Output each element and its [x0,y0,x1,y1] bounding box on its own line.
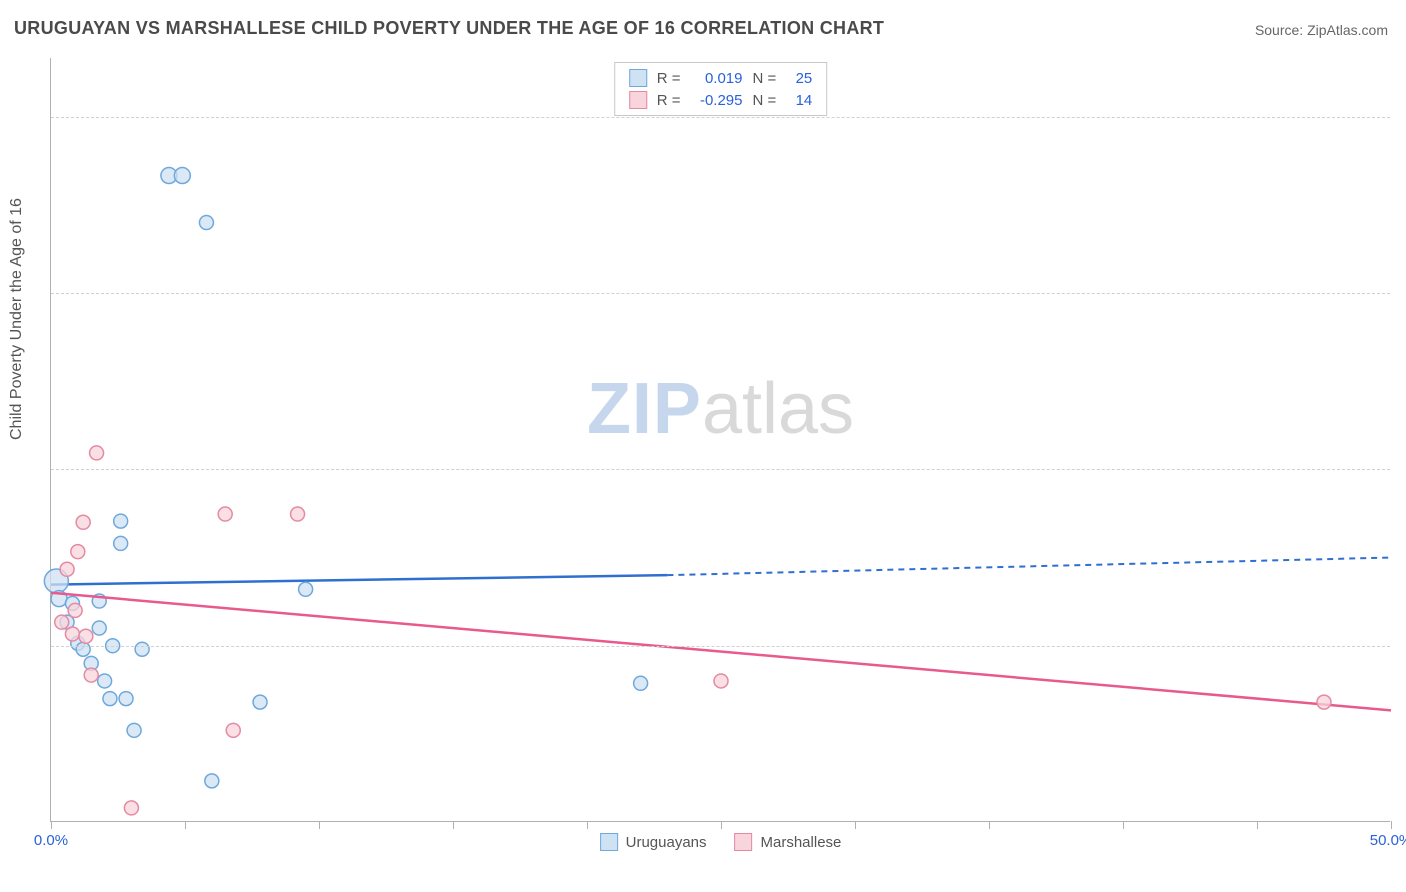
correlation-chart: URUGUAYAN VS MARSHALLESE CHILD POVERTY U… [0,0,1406,892]
data-point-uruguayans [92,621,106,635]
x-tick [319,821,320,829]
legend-top-row-1: R = 0.019 N = 25 [615,67,827,89]
legend-bottom-item-1: Uruguayans [600,833,707,851]
legend-r-val-2: -0.295 [691,92,743,109]
data-point-uruguayans [76,642,90,656]
legend-swatch-marshallese-b [735,833,753,851]
legend-top-row-2: R = -0.295 N = 14 [615,89,827,111]
data-point-uruguayans [253,695,267,709]
data-point-uruguayans [634,676,648,690]
y-tick-label: 60.0% [1396,108,1406,125]
data-point-marshallese [79,629,93,643]
data-point-uruguayans [114,514,128,528]
trend-line-ext-uruguayans [667,558,1391,576]
chart-title: URUGUAYAN VS MARSHALLESE CHILD POVERTY U… [14,18,884,39]
legend-bottom-item-2: Marshallese [735,833,842,851]
legend-n-val-2: 14 [786,92,812,109]
x-tick [721,821,722,829]
data-point-marshallese [226,723,240,737]
legend-r-label: R = [657,70,681,87]
data-point-marshallese [124,801,138,815]
legend-bottom-label-2: Marshallese [761,834,842,851]
x-tick [855,821,856,829]
y-tick-label: 15.0% [1396,637,1406,654]
data-point-marshallese [291,507,305,521]
legend-swatch-uruguayans-b [600,833,618,851]
data-point-marshallese [218,507,232,521]
x-tick [1257,821,1258,829]
legend-top: R = 0.019 N = 25 R = -0.295 N = 14 [614,62,828,116]
data-point-uruguayans [103,692,117,706]
x-tick [587,821,588,829]
data-point-marshallese [65,627,79,641]
data-point-uruguayans [299,582,313,596]
legend-n-label: N = [753,92,777,109]
y-tick-label: 30.0% [1396,461,1406,478]
legend-r-label: R = [657,92,681,109]
plot-area: ZIPatlas R = 0.019 N = 25 R = -0.295 N =… [50,58,1390,822]
x-tick-label: 50.0% [1370,832,1406,849]
grid-line [51,293,1390,294]
legend-bottom: Uruguayans Marshallese [600,833,842,851]
data-point-marshallese [71,545,85,559]
y-tick-label: 45.0% [1396,285,1406,302]
data-point-marshallese [1317,695,1331,709]
data-point-uruguayans [127,723,141,737]
grid-line [51,646,1390,647]
data-point-uruguayans [135,642,149,656]
legend-n-label: N = [753,70,777,87]
data-point-marshallese [76,515,90,529]
legend-bottom-label-1: Uruguayans [626,834,707,851]
trend-line-marshallese [51,593,1391,711]
x-tick [1123,821,1124,829]
chart-source: Source: ZipAtlas.com [1255,22,1388,38]
legend-swatch-marshallese [629,91,647,109]
data-point-uruguayans [119,692,133,706]
data-point-uruguayans [98,674,112,688]
data-point-marshallese [84,668,98,682]
plot-svg [51,58,1390,821]
data-point-uruguayans [174,168,190,184]
x-tick [453,821,454,829]
x-tick [51,821,52,829]
x-tick-label: 0.0% [34,832,68,849]
grid-line [51,469,1390,470]
data-point-marshallese [68,603,82,617]
data-point-uruguayans [199,216,213,230]
legend-n-val-1: 25 [786,70,812,87]
x-tick [989,821,990,829]
data-point-marshallese [55,615,69,629]
y-axis-title: Child Poverty Under the Age of 16 [8,198,26,440]
data-point-marshallese [90,446,104,460]
data-point-uruguayans [114,536,128,550]
data-point-marshallese [60,562,74,576]
x-tick [185,821,186,829]
data-point-marshallese [714,674,728,688]
legend-swatch-uruguayans [629,69,647,87]
legend-r-val-1: 0.019 [691,70,743,87]
trend-line-uruguayans [51,575,667,584]
grid-line [51,117,1390,118]
x-tick [1391,821,1392,829]
data-point-uruguayans [205,774,219,788]
